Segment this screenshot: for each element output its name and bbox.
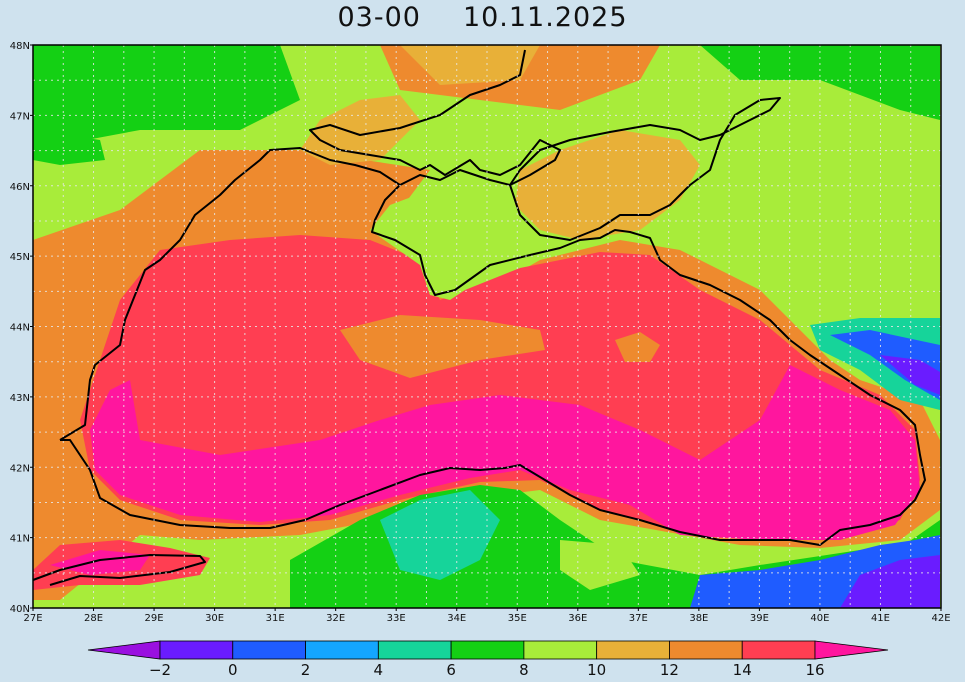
title-time: 03-00 (337, 2, 421, 33)
lon-tick-label: 32E (326, 613, 345, 624)
coast-sea (60, 184, 926, 546)
lat-tick-label: 47N (10, 111, 30, 122)
lat-tick-label: 41N (10, 534, 30, 545)
field-10-12-north (400, 45, 540, 85)
lon-tick-label: 40E (810, 613, 829, 624)
colorbar-label: 16 (805, 661, 824, 679)
lon-tick-label: 34E (447, 613, 466, 624)
lat-tick-label: 43N (10, 393, 30, 404)
lon-tick-label: 33E (387, 613, 406, 624)
map-title: 03-00 10.11.2025 (0, 2, 965, 42)
field-10-12-nw-bay (300, 95, 420, 165)
colorbar-tip-low (87, 640, 161, 660)
colorbar-label: 12 (660, 661, 679, 679)
colorbar-label: 4 (374, 661, 384, 679)
field-marmara-warm (50, 550, 150, 575)
colorbar-segment (523, 640, 598, 660)
coast-marmara (33, 554, 206, 586)
colorbar-segment (377, 640, 452, 660)
colorbar-label: 10 (587, 661, 606, 679)
colorbar-segment (305, 640, 379, 660)
lon-tick-label: 29E (145, 613, 164, 624)
lon-tick-label: 28E (84, 613, 103, 624)
lat-tick-label: 44N (10, 323, 30, 334)
lat-tick-label: 40N (10, 604, 30, 615)
field-12-14-tongue (340, 315, 545, 378)
field-8-10-ne (600, 45, 940, 120)
latitude-labels: 48N 47N 46N 45N 44N 43N 42N 41N 40N (10, 41, 33, 615)
grid-lines (33, 45, 941, 608)
lon-tick-label: 36E (568, 613, 587, 624)
longitude-labels: 27E 28E 29E 30E 31E 32E 33E 34E 35E 36E 37E 38E 39E 4… (23, 608, 951, 624)
field-0-2-se (840, 555, 940, 608)
colorbar-tip-high (814, 640, 889, 660)
lon-tick-label: 27E (23, 613, 42, 624)
lon-tick-label: 39E (750, 613, 769, 624)
colorbar-labels: −2 0 2 4 6 8 10 12 14 16 (149, 661, 825, 679)
lon-tick-label: 41E (871, 613, 890, 624)
lon-tick-label: 35E (508, 613, 527, 624)
colorbar-label: 0 (228, 661, 238, 679)
colorbar-segment (232, 640, 306, 660)
coastline (33, 49, 926, 586)
colorbar-label: 14 (733, 661, 752, 679)
lon-tick-label: 31E (266, 613, 285, 624)
colorbar-segment (669, 640, 743, 660)
field-16-plus (90, 365, 920, 540)
colorbar-segment (450, 640, 525, 660)
colorbar-label: 8 (519, 661, 529, 679)
lon-tick-label: 37E (629, 613, 648, 624)
lat-tick-label: 48N (10, 41, 30, 52)
lat-tick-label: 46N (10, 182, 30, 193)
colorbar-segment (741, 640, 816, 660)
colorbar-segment (596, 640, 670, 660)
field-crimea (370, 185, 540, 300)
colorbar-label: 6 (446, 661, 456, 679)
lon-tick-label: 38E (689, 613, 708, 624)
field-8-10-nw (33, 45, 300, 150)
field-8-10-nw-patch (33, 130, 105, 165)
colorbar (87, 640, 889, 660)
colorbar-segment (159, 640, 234, 660)
lat-tick-label: 45N (10, 252, 30, 263)
field-6-8-south (380, 490, 500, 580)
field-0-2-east (880, 355, 940, 395)
lon-tick-label: 30E (205, 613, 224, 624)
field-10-12-south-patch (560, 540, 640, 590)
lat-tick-label: 42N (10, 463, 30, 474)
field-12-14-spot (615, 332, 660, 362)
coast-azov (509, 97, 781, 241)
colorbar-label: −2 (149, 661, 171, 679)
lon-tick-label: 42E (931, 613, 950, 624)
title-date: 10.11.2025 (462, 2, 628, 33)
colorbar-label: 2 (301, 661, 311, 679)
